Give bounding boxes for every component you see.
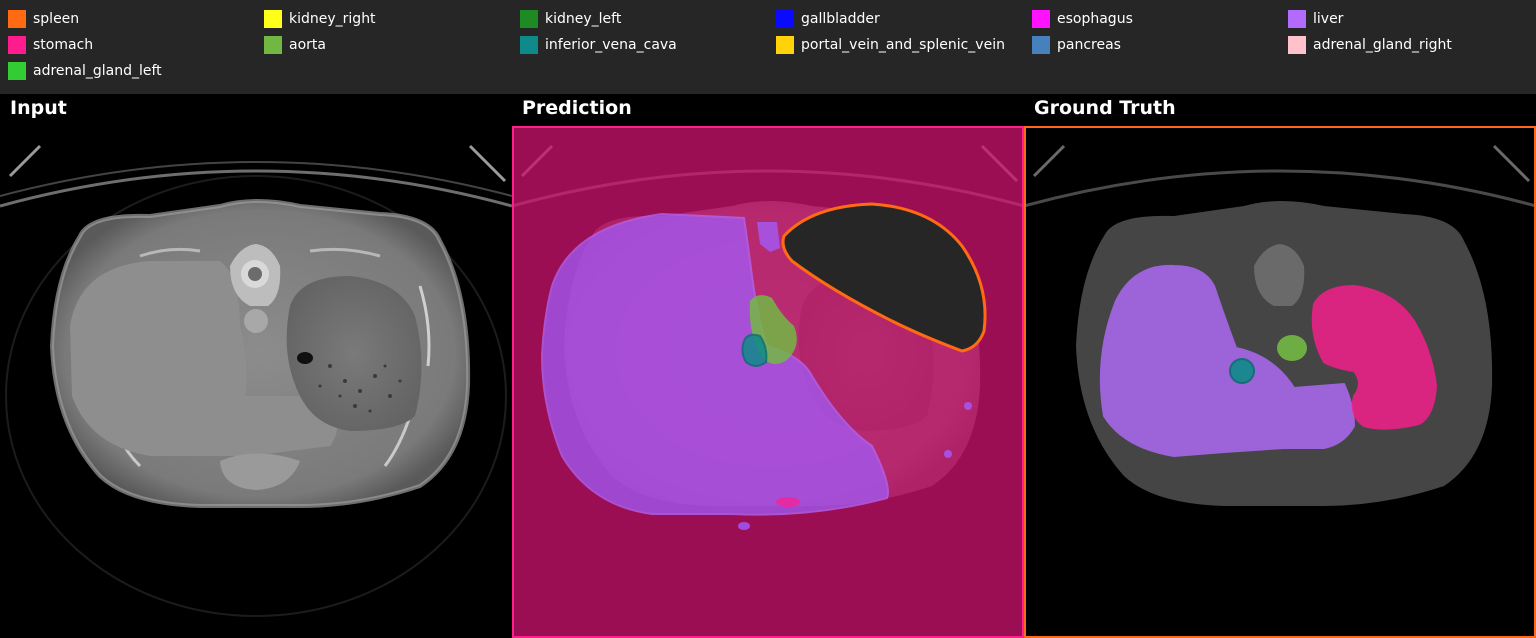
legend-label: stomach — [33, 37, 94, 53]
prediction-title: Prediction — [522, 97, 632, 119]
legend: spleen kidney_right kidney_left gallblad… — [0, 0, 1536, 94]
swatch-adrenal-gland-right — [1288, 36, 1306, 54]
swatch-liver — [1288, 10, 1306, 28]
legend-item-kidney-right: kidney_right — [264, 9, 376, 29]
swatch-aorta — [264, 36, 282, 54]
legend-item-inferior-vena-cava: inferior_vena_cava — [520, 35, 677, 55]
legend-item-kidney-left: kidney_left — [520, 9, 621, 29]
legend-label: pancreas — [1057, 37, 1121, 53]
legend-item-stomach: stomach — [8, 35, 93, 55]
legend-item-spleen: spleen — [8, 9, 79, 29]
legend-item-liver: liver — [1288, 9, 1343, 29]
legend-label: esophagus — [1057, 11, 1133, 27]
legend-item-gallbladder: gallbladder — [776, 9, 880, 29]
legend-label: kidney_left — [545, 11, 622, 27]
legend-label: kidney_right — [289, 11, 376, 27]
legend-label: liver — [1313, 11, 1344, 27]
legend-item-portal-vein: portal_vein_and_splenic_vein — [776, 35, 1005, 55]
prediction-image — [512, 126, 1024, 638]
swatch-adrenal-gland-left — [8, 62, 26, 80]
legend-label: gallbladder — [801, 11, 880, 27]
legend-item-adrenal-gland-right: adrenal_gland_right — [1288, 35, 1452, 55]
ground-truth-title: Ground Truth — [1034, 97, 1176, 119]
swatch-inferior-vena-cava — [520, 36, 538, 54]
swatch-esophagus — [1032, 10, 1050, 28]
ground-truth-image — [1024, 126, 1536, 638]
legend-label: portal_vein_and_splenic_vein — [801, 37, 1005, 53]
legend-item-aorta: aorta — [264, 35, 326, 55]
legend-label: spleen — [33, 11, 80, 27]
legend-item-adrenal-gland-left: adrenal_gland_left — [8, 61, 162, 81]
legend-label: adrenal_gland_left — [33, 63, 162, 79]
swatch-kidney-left — [520, 10, 538, 28]
swatch-pancreas — [1032, 36, 1050, 54]
legend-label: adrenal_gland_right — [1313, 37, 1452, 53]
swatch-kidney-right — [264, 10, 282, 28]
legend-label: aorta — [289, 37, 326, 53]
input-title: Input — [10, 97, 67, 119]
legend-item-pancreas: pancreas — [1032, 35, 1121, 55]
swatch-gallbladder — [776, 10, 794, 28]
input-image — [0, 126, 512, 638]
swatch-stomach — [8, 36, 26, 54]
swatch-portal-vein — [776, 36, 794, 54]
legend-item-esophagus: esophagus — [1032, 9, 1133, 29]
legend-label: inferior_vena_cava — [545, 37, 677, 53]
swatch-spleen — [8, 10, 26, 28]
